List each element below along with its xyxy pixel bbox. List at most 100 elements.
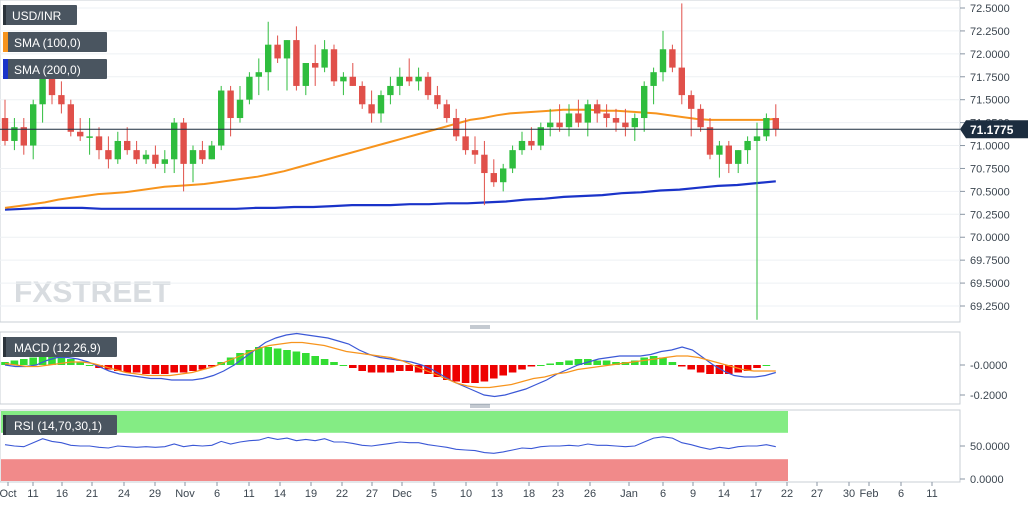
candle-body — [622, 122, 629, 128]
candle — [255, 58, 262, 96]
candle — [603, 104, 610, 128]
candle — [622, 108, 629, 137]
macd-histogram-bar — [443, 365, 451, 380]
candle — [20, 118, 27, 155]
macd-histogram-bar — [743, 365, 752, 371]
macd-histogram-bar — [565, 360, 573, 365]
rsi-tick-label: 0.0000 — [970, 474, 1004, 486]
macd-histogram-bar — [38, 356, 47, 365]
x-tick-label: 14 — [274, 488, 286, 500]
macd-histogram-bar — [255, 347, 263, 365]
macd-histogram-bar — [76, 362, 84, 365]
candle — [95, 127, 103, 160]
candle — [725, 140, 732, 174]
rsi-tick-label: 50.0000 — [970, 441, 1010, 453]
symbol-legend[interactable]: USD/INR — [3, 5, 77, 25]
macd-splitter-handle[interactable] — [470, 325, 490, 329]
candle — [406, 58, 413, 86]
candle-body — [556, 122, 563, 128]
x-tick-label: 24 — [118, 488, 130, 500]
candle-body — [30, 104, 37, 146]
candle-body — [302, 63, 309, 86]
rsi-splitter-handle[interactable] — [470, 404, 490, 408]
candle — [772, 104, 779, 137]
candle — [631, 113, 638, 141]
candle — [387, 76, 394, 105]
macd-histogram-bar — [696, 365, 705, 373]
x-tick-label: 6 — [214, 488, 220, 500]
macd-histogram-bar — [48, 356, 56, 365]
candle-body — [58, 95, 65, 105]
macd-label: MACD (12,26,9) — [14, 341, 101, 355]
candle-body — [603, 113, 610, 119]
price-tick-label: 71.5000 — [970, 95, 1010, 107]
candle-body — [716, 145, 723, 155]
x-tick-label: 19 — [305, 488, 317, 500]
candle-body — [415, 76, 422, 82]
candle-body — [321, 49, 328, 68]
candle — [424, 72, 432, 100]
candle-body — [744, 140, 751, 151]
sma200-legend[interactable]: SMA (200,0) — [3, 59, 107, 79]
macd-histogram-bar — [236, 353, 244, 365]
candle-body — [39, 72, 46, 105]
candle — [199, 140, 206, 164]
candle — [641, 81, 648, 132]
candle-body — [641, 85, 648, 119]
sma100-legend[interactable]: SMA (100,0) — [3, 32, 107, 52]
rsi-overbought-band — [1, 411, 788, 433]
rsi-legend[interactable]: RSI (14,70,30,1) — [3, 415, 117, 435]
candle-body — [688, 95, 695, 109]
candle — [688, 90, 695, 137]
macd-histogram-bar — [358, 365, 366, 371]
x-tick-label: 13 — [491, 488, 503, 500]
macd-histogram-bar — [480, 365, 489, 382]
candle — [161, 150, 168, 174]
macd-histogram-bar — [593, 360, 601, 365]
price-tick-label: 72.5000 — [970, 3, 1010, 15]
candle — [265, 21, 272, 91]
fxstreet-watermark: FXSTREET — [14, 276, 171, 309]
x-tick-label: 11 — [926, 488, 937, 500]
price-tick-label: 69.2500 — [970, 301, 1010, 313]
macd-histogram-bar — [649, 356, 658, 365]
macd-histogram-bar — [631, 360, 639, 365]
candle — [236, 85, 244, 123]
candle-body — [462, 136, 469, 151]
candle-body — [565, 113, 573, 128]
macd-histogram-bar — [386, 365, 395, 373]
price-tick-label: 70.7500 — [970, 163, 1010, 175]
candle — [547, 108, 554, 137]
candle — [330, 44, 338, 86]
x-tick-label: 29 — [149, 488, 161, 500]
rsi-label: RSI (14,70,30,1) — [14, 419, 102, 433]
candle — [105, 136, 112, 169]
x-tick-label: 18 — [523, 488, 535, 500]
candle — [396, 67, 403, 96]
candle-body — [377, 95, 385, 114]
candle — [706, 118, 714, 160]
candle-body — [453, 118, 460, 137]
candle — [208, 140, 215, 160]
candle-body — [265, 44, 272, 73]
candle-body — [246, 76, 253, 100]
macd-histogram-bar — [57, 357, 66, 365]
x-tick-label: 16 — [56, 488, 68, 500]
macd-histogram-bar — [349, 365, 357, 368]
candle-body — [387, 85, 394, 96]
candle-body — [443, 104, 450, 119]
candle-body — [199, 150, 206, 160]
candle-body — [471, 150, 479, 155]
x-tick-label: 9 — [690, 488, 696, 500]
candle — [650, 67, 657, 105]
candle-body — [293, 40, 300, 86]
candle — [678, 3, 685, 105]
x-tick-label: 26 — [584, 488, 596, 500]
sma200-label: SMA (200,0) — [14, 63, 81, 77]
macd-legend[interactable]: MACD (12,26,9) — [3, 337, 117, 357]
candle-body — [434, 95, 441, 105]
candle — [612, 108, 620, 132]
candle — [86, 118, 93, 155]
macd-histogram-bar — [678, 365, 686, 367]
macd-histogram-bar — [208, 365, 216, 367]
